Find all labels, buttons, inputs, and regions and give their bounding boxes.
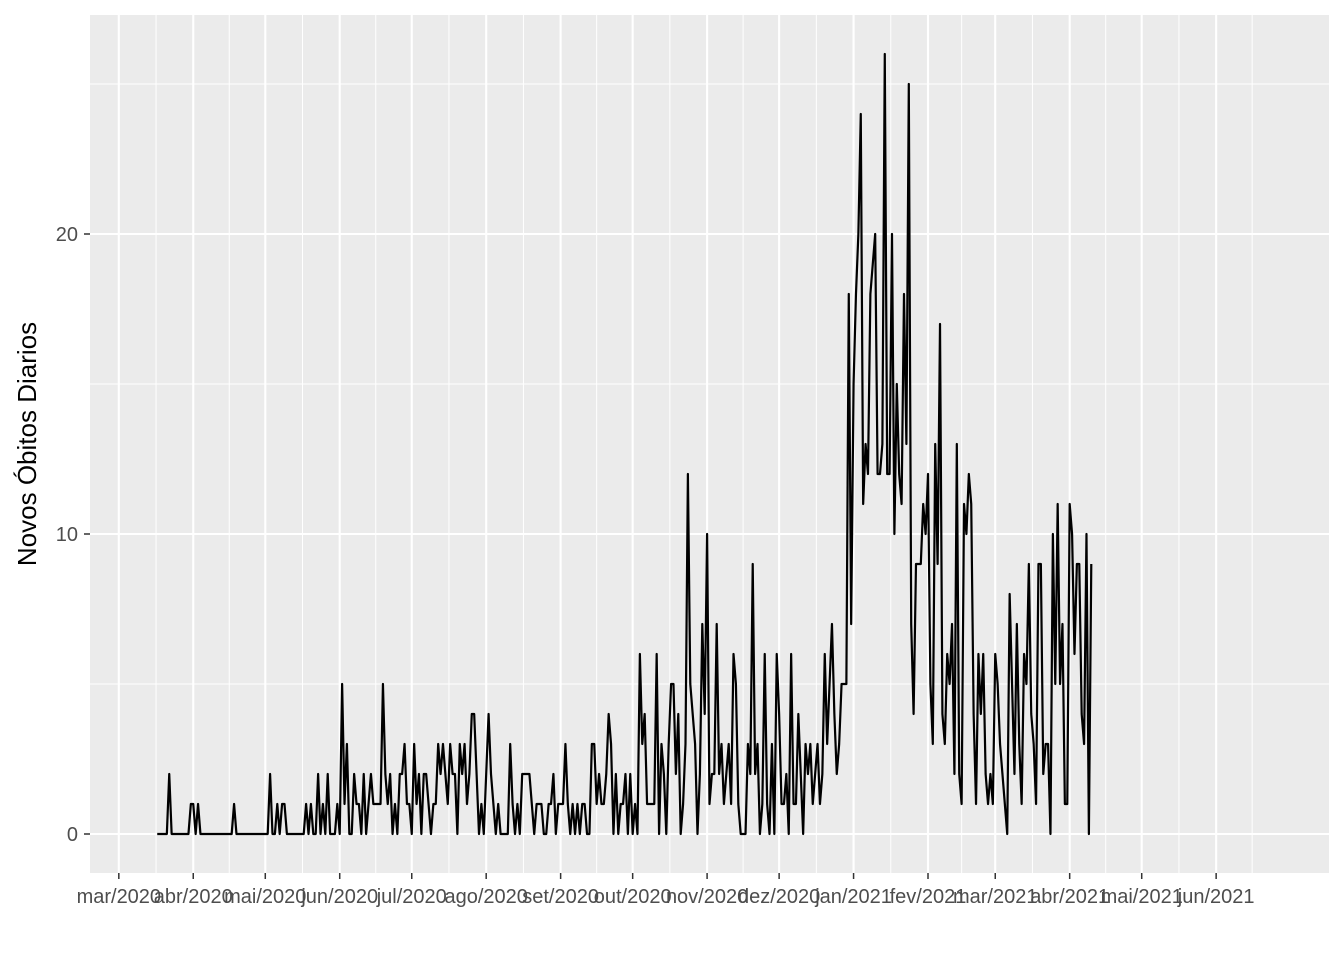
axes-group: mar/2020abr/2020mai/2020jun/2020jul/2020… [56,224,1255,908]
series-line [157,52,1093,836]
y-tick-label: 20 [56,224,78,246]
series-group [157,52,1093,836]
x-tick-label: jan/2021 [814,886,892,908]
x-tick-label: jul/2020 [376,886,447,908]
y-tick-label: 0 [67,824,78,846]
x-tick-label: mai/2021 [1101,886,1183,908]
x-tick-label: ago/2020 [444,886,527,908]
x-tick-label: dez/2020 [738,886,820,908]
x-tick-label: mar/2021 [953,886,1038,908]
x-tick-label: fev/2021 [890,886,967,908]
x-tick-label: mai/2020 [224,886,306,908]
x-tick-label: abr/2021 [1030,886,1109,908]
x-tick-label: nov/2020 [666,886,748,908]
major-gridlines [90,15,1329,873]
x-tick-label: mar/2020 [77,886,162,908]
x-tick-label: out/2020 [594,886,672,908]
x-tick-label: set/2020 [522,886,599,908]
x-tick-label: jun/2021 [1177,886,1255,908]
y-axis-title: Novos Óbitos Diarios [12,322,42,566]
x-tick-label: abr/2020 [154,886,233,908]
y-tick-label: 10 [56,524,78,546]
x-tick-label: jun/2020 [300,886,378,908]
